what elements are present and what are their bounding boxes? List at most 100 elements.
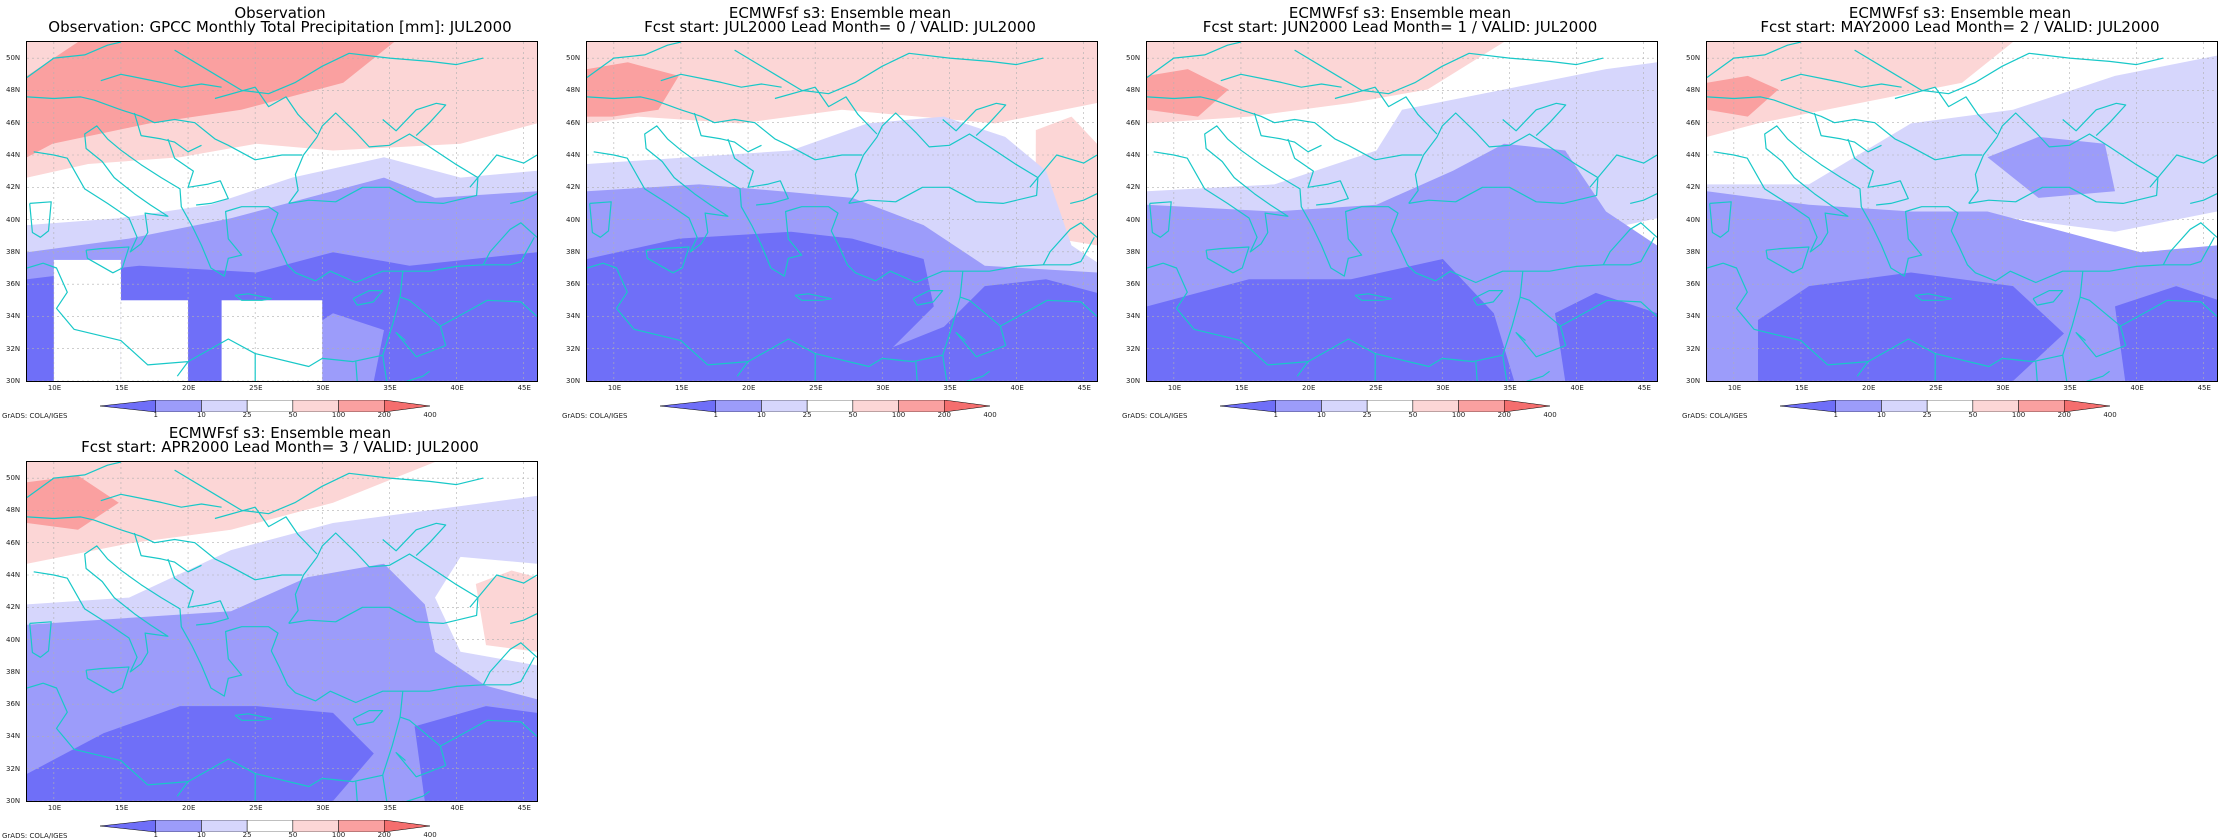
coastline	[589, 201, 612, 238]
lon-tick-label: 45E	[2197, 384, 2211, 392]
lat-tick-label: 44N	[566, 151, 581, 159]
colorbar	[1220, 400, 1551, 412]
colorbar	[660, 400, 991, 412]
lon-tick-label: 25E	[1929, 384, 1943, 392]
coastline	[469, 154, 537, 188]
colorbar-label: 25	[242, 831, 252, 839]
lat-tick-label: 40N	[566, 215, 581, 224]
precip-contour-fill	[1147, 69, 1229, 117]
colorbar-label: 50	[288, 831, 298, 839]
colorbar-label: 50	[288, 411, 298, 419]
colorbar-swatch	[715, 400, 762, 412]
colorbar-swatch	[384, 820, 431, 832]
precip-contour-fill	[27, 475, 119, 530]
precip-contour-fill	[1987, 136, 2115, 198]
lon-tick-label: 25E	[1369, 384, 1383, 392]
coastline	[1354, 293, 1392, 301]
colorbar-label: 25	[1922, 411, 1932, 419]
colorbar-label: 10	[196, 411, 206, 419]
coastline	[355, 361, 358, 381]
coastline	[214, 506, 318, 555]
coastline	[2190, 193, 2217, 204]
lon-tick-label: 20E	[182, 804, 196, 812]
lat-tick-label: 44N	[1126, 151, 1141, 159]
coastline	[85, 666, 130, 694]
lat-tick-label: 42N	[566, 183, 581, 192]
panel-title-line2: Fcst start: APR2000 Lead Month= 3 / VALI…	[81, 438, 479, 456]
grads-credit: GrADS: COLA/IGES	[1682, 412, 1748, 420]
coastline	[355, 781, 358, 801]
lat-tick-label: 44N	[6, 151, 21, 159]
colorbar-swatch	[660, 400, 716, 412]
lon-tick-label: 30E	[1996, 384, 2010, 392]
panel-title-line1: ECMWFsf s3: Ensemble mean	[1288, 4, 1512, 22]
panel-title-line2: Observation: GPCC Monthly Total Precipit…	[48, 18, 512, 36]
colorbar-swatch	[1504, 400, 1551, 412]
lat-tick-label: 48N	[1126, 86, 1141, 95]
map-canvas	[587, 42, 1097, 381]
coastline	[1602, 222, 1657, 266]
colorbar-swatch	[201, 400, 248, 412]
colorbar-label: 400	[1543, 411, 1557, 419]
lon-tick-label: 30E	[1436, 384, 1450, 392]
panel-title-line2: Fcst start: JUL2000 Lead Month= 0 / VALI…	[644, 18, 1036, 36]
lat-tick-label: 32N	[6, 344, 21, 353]
precip-contour-fill	[475, 570, 537, 652]
coastline	[942, 102, 1007, 137]
colorbar-label: 50	[1408, 411, 1418, 419]
coastline	[29, 621, 52, 658]
coastline	[727, 138, 789, 206]
coastline	[1709, 201, 1732, 238]
coastline	[2062, 355, 2110, 381]
lat-tick-label: 38N	[566, 247, 581, 256]
lat-tick-label: 30N	[566, 377, 581, 385]
coastline	[214, 86, 318, 135]
lat-tick-label: 30N	[1686, 377, 1701, 385]
lon-tick-label: 40E	[2130, 384, 2144, 392]
lat-tick-label: 34N	[1126, 312, 1141, 321]
coastline	[440, 299, 537, 327]
lat-tick-label: 48N	[6, 506, 21, 515]
coastline	[27, 516, 303, 581]
lon-tick-label: 35E	[383, 384, 397, 392]
lat-tick-label: 30N	[6, 377, 21, 385]
lon-tick-label: 35E	[2063, 384, 2077, 392]
precip-contour-fill	[27, 706, 374, 801]
coastline	[1147, 125, 1524, 368]
lat-tick-label: 46N	[6, 538, 21, 547]
lon-tick-label: 35E	[383, 804, 397, 812]
coastline	[587, 96, 863, 161]
lon-tick-label: 20E	[182, 384, 196, 392]
lon-tick-label: 45E	[517, 384, 531, 392]
coastline	[1560, 299, 1657, 327]
lon-tick-label: 10E	[47, 384, 62, 392]
panel-title-line2: Fcst start: MAY2000 Lead Month= 2 / VALI…	[1760, 18, 2160, 36]
coastline	[1149, 201, 1172, 238]
coastline	[1707, 125, 2084, 368]
lon-tick-label: 40E	[450, 384, 464, 392]
coastline	[27, 545, 404, 788]
colorbar-label: 400	[423, 831, 437, 839]
coastline	[2062, 102, 2127, 137]
colorbar-label: 200	[937, 411, 951, 419]
coastline	[645, 246, 690, 274]
colorbar-label: 100	[331, 411, 346, 419]
coastline	[382, 102, 447, 137]
coastline	[440, 719, 537, 747]
lat-tick-label: 40N	[6, 635, 21, 644]
lat-tick-label: 50N	[566, 54, 581, 63]
coastline	[174, 49, 484, 95]
colorbar-label: 200	[2057, 411, 2071, 419]
coastline	[382, 355, 430, 381]
colorbar-label: 200	[1497, 411, 1511, 419]
coastline	[848, 112, 1039, 204]
lon-tick-label: 20E	[1862, 384, 1876, 392]
coastline	[1287, 138, 1349, 206]
lat-tick-label: 44N	[1686, 151, 1701, 159]
lat-tick-label: 48N	[566, 86, 581, 95]
panel-title-line2: Fcst start: JUN2000 Lead Month= 1 / VALI…	[1202, 18, 1598, 36]
coastline	[2149, 154, 2217, 188]
colorbar-label: 10	[196, 831, 206, 839]
coastline	[1502, 102, 1567, 137]
lon-tick-label: 20E	[742, 384, 756, 392]
